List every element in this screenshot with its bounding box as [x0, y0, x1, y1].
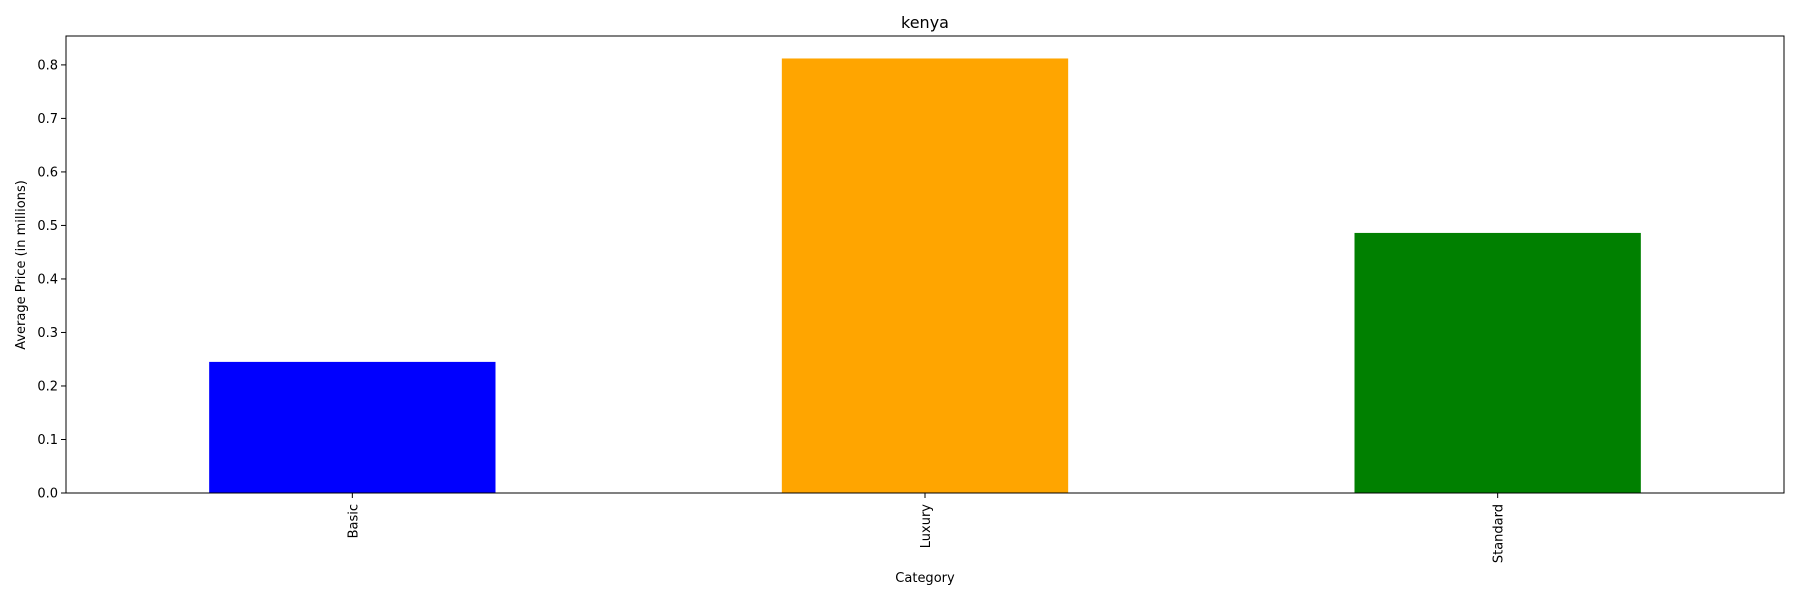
- x-axis-ticks: Basic Luxury Standard: [346, 493, 1507, 563]
- bar-basic: [209, 361, 496, 493]
- bar-standard: [1354, 232, 1641, 493]
- x-axis-label: Category: [895, 571, 955, 586]
- y-axis-label: Average Price (in millions): [14, 180, 29, 350]
- chart-title: kenya: [901, 13, 949, 32]
- x-tick-label: Basic: [346, 504, 361, 538]
- y-tick-label: 0.5: [37, 219, 58, 234]
- y-tick-label: 0.8: [37, 58, 58, 73]
- y-tick-label: 0.7: [37, 112, 58, 127]
- y-tick-label: 0.3: [37, 326, 58, 341]
- x-tick-label: Standard: [1492, 504, 1507, 563]
- y-tick-label: 0.4: [37, 272, 58, 287]
- y-tick-label: 0.6: [37, 165, 58, 180]
- bar-luxury: [781, 58, 1069, 494]
- y-tick-label: 0.0: [37, 487, 58, 502]
- x-tick-label: Luxury: [919, 504, 934, 549]
- y-axis-ticks: 0.0 0.1 0.2 0.3 0.4 0.5 0.6 0.7 0.8: [37, 58, 66, 502]
- y-tick-label: 0.2: [37, 379, 58, 394]
- plot-frame: [65, 35, 1785, 494]
- y-tick-label: 0.1: [37, 433, 58, 448]
- bars-layer: [209, 58, 1641, 494]
